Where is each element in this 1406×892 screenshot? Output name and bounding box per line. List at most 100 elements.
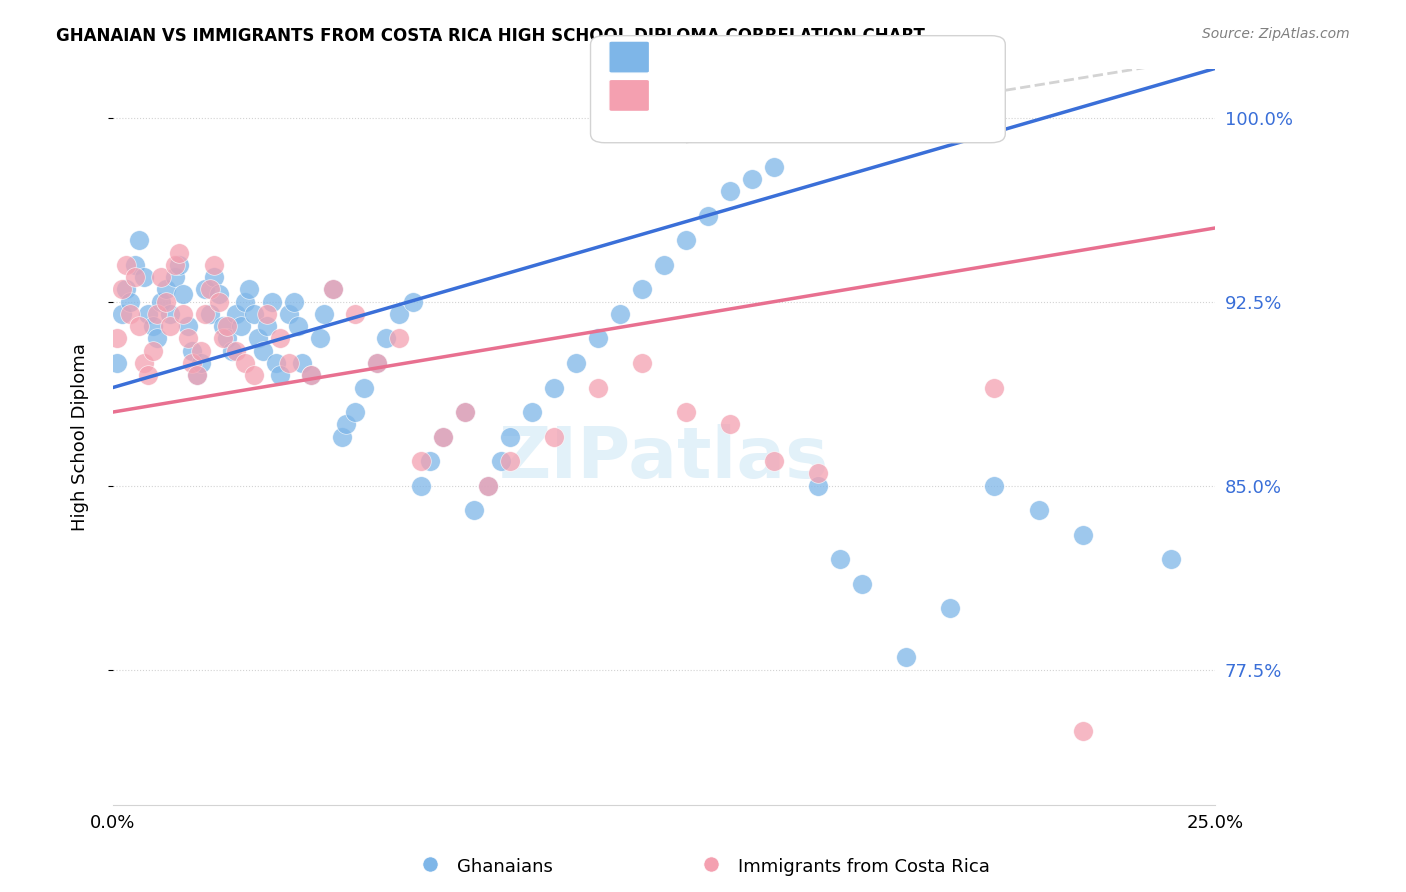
- Point: [830, 552, 852, 566]
- Point: [150, 294, 173, 309]
- Point: [411, 478, 433, 492]
- Point: [1071, 527, 1094, 541]
- Point: [111, 307, 134, 321]
- Point: [260, 294, 283, 309]
- Point: [983, 478, 1005, 492]
- Point: [454, 405, 477, 419]
- Point: [198, 307, 221, 321]
- Point: [128, 233, 150, 247]
- Text: R =: R =: [657, 52, 699, 70]
- Text: N =: N =: [766, 94, 810, 112]
- Point: [454, 405, 477, 419]
- Point: [330, 429, 353, 443]
- Point: [105, 331, 128, 345]
- Point: [278, 307, 301, 321]
- Text: 0.257: 0.257: [690, 52, 752, 70]
- Point: [202, 258, 225, 272]
- Point: [419, 454, 441, 468]
- Point: [432, 429, 454, 443]
- Point: [252, 343, 274, 358]
- Point: [269, 331, 291, 345]
- Point: [401, 294, 423, 309]
- Text: 83: 83: [800, 52, 827, 70]
- Point: [217, 319, 239, 334]
- Point: [543, 380, 565, 394]
- Point: [718, 184, 741, 198]
- Point: [375, 331, 398, 345]
- Point: [489, 454, 512, 468]
- Point: [335, 417, 357, 432]
- Point: [221, 343, 243, 358]
- Point: [212, 331, 235, 345]
- Point: [115, 258, 138, 272]
- Point: [609, 307, 631, 321]
- Point: [105, 356, 128, 370]
- Point: [167, 258, 190, 272]
- Point: [146, 331, 169, 345]
- Point: [124, 270, 146, 285]
- Point: [896, 650, 918, 665]
- Point: [186, 368, 208, 383]
- Point: [247, 331, 270, 345]
- Point: [652, 258, 675, 272]
- Point: [675, 233, 697, 247]
- Point: [741, 172, 763, 186]
- Point: [366, 356, 388, 370]
- Point: [132, 356, 155, 370]
- Point: [141, 343, 163, 358]
- Point: [807, 478, 830, 492]
- Point: [238, 282, 260, 296]
- Point: [675, 405, 697, 419]
- Point: [120, 307, 142, 321]
- Point: [419, 857, 441, 871]
- Text: R =: R =: [657, 94, 699, 112]
- Point: [983, 380, 1005, 394]
- Point: [322, 282, 344, 296]
- Text: ZIPatlas: ZIPatlas: [499, 425, 830, 493]
- Point: [322, 282, 344, 296]
- Point: [172, 307, 194, 321]
- Point: [700, 857, 723, 871]
- Point: [256, 307, 278, 321]
- Point: [136, 368, 159, 383]
- Point: [194, 307, 217, 321]
- Point: [198, 282, 221, 296]
- Point: [411, 454, 433, 468]
- Text: N =: N =: [766, 52, 810, 70]
- Point: [217, 331, 239, 345]
- Point: [163, 270, 186, 285]
- Point: [159, 307, 181, 321]
- Point: [264, 356, 287, 370]
- Point: [353, 380, 375, 394]
- Point: [177, 331, 200, 345]
- Point: [477, 478, 499, 492]
- Point: [120, 294, 142, 309]
- Point: [520, 405, 543, 419]
- Point: [586, 331, 609, 345]
- Point: [194, 282, 217, 296]
- Point: [190, 343, 212, 358]
- Point: [344, 405, 367, 419]
- Point: [630, 356, 652, 370]
- Point: [208, 287, 231, 301]
- Point: [128, 319, 150, 334]
- Text: 0.176: 0.176: [690, 94, 752, 112]
- Point: [366, 356, 388, 370]
- Point: [124, 258, 146, 272]
- Point: [115, 282, 138, 296]
- Point: [463, 503, 485, 517]
- Point: [432, 429, 454, 443]
- Point: [1071, 724, 1094, 739]
- Point: [291, 356, 314, 370]
- Point: [111, 282, 134, 296]
- Point: [269, 368, 291, 383]
- Point: [190, 356, 212, 370]
- Point: [299, 368, 322, 383]
- Point: [309, 331, 332, 345]
- Point: [697, 209, 720, 223]
- Point: [498, 454, 520, 468]
- Point: [141, 319, 163, 334]
- Point: [181, 356, 204, 370]
- Point: [1028, 503, 1050, 517]
- Point: [159, 319, 181, 334]
